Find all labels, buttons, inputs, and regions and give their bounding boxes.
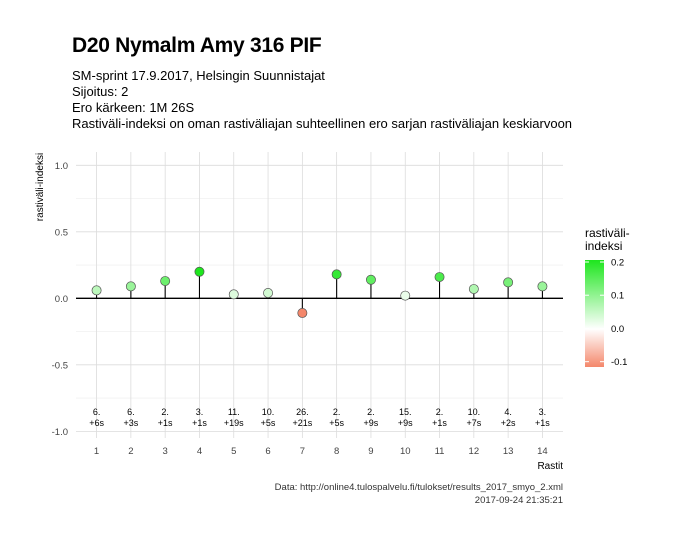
point-12 [468, 284, 479, 294]
point-8 [331, 269, 342, 280]
x-tick-label: 3 [163, 446, 168, 457]
rank-label-3: 2. [161, 407, 169, 417]
point-14 [537, 281, 548, 292]
rank-label-10: 15. [399, 407, 412, 417]
diff-label-1: +6s [89, 418, 104, 428]
subtitle-index-description: Rastiväli-indeksi on oman rastiväliajan … [72, 116, 573, 131]
x-tick-label: 7 [300, 446, 305, 457]
data-marks [91, 266, 548, 318]
diff-label-10: +9s [398, 418, 413, 428]
caption: Data: http://online4.tulospalvelu.fi/tul… [275, 481, 563, 507]
point-9 [365, 274, 376, 285]
legend-colorbar [585, 260, 604, 367]
x-tick-label: 11 [435, 446, 445, 457]
chart-subtitle: SM-sprint 17.9.2017, Helsingin Suunnista… [72, 68, 572, 132]
point-2 [125, 281, 136, 292]
diff-label-2: +3s [123, 418, 138, 428]
point-1 [91, 285, 102, 296]
diff-label-9: +9s [364, 418, 379, 428]
x-axis-title: Rastit [537, 461, 563, 472]
y-tick-label: 0.5 [55, 227, 68, 238]
subtitle-placement: Sijoitus: 2 [72, 84, 129, 99]
legend-tick-label: 0.1 [611, 291, 624, 302]
x-tick-label: 12 [469, 446, 480, 457]
diff-label-13: +2s [501, 418, 516, 428]
caption-source: Data: http://online4.tulospalvelu.fi/tul… [274, 482, 563, 493]
point-3 [160, 276, 171, 286]
point-13 [503, 277, 514, 288]
point-7 [297, 308, 308, 318]
x-tick-label: 6 [265, 446, 270, 457]
y-tick-label: -1.0 [52, 427, 68, 438]
rank-label-11: 2. [436, 407, 444, 417]
point-10 [400, 290, 411, 301]
diff-label-12: +7s [466, 418, 481, 428]
rank-label-13: 4. [504, 407, 512, 417]
rank-label-9: 2. [367, 407, 375, 417]
x-tick-label: 10 [400, 446, 411, 457]
rank-label-14: 3. [539, 407, 547, 417]
data-labels: 6.+6s6.+3s2.+1s3.+1s11.+19s10.+5s26.+21s… [89, 407, 550, 428]
x-tick-label: 9 [368, 446, 373, 457]
grid-lines [76, 152, 563, 438]
diff-label-8: +5s [329, 418, 344, 428]
x-tick-label: 13 [503, 446, 514, 457]
rank-label-7: 26. [296, 407, 309, 417]
legend: 0.2 0.1 0.0 -0.1 [585, 258, 627, 368]
x-tick-label: 2 [128, 446, 133, 457]
x-tick-label: 4 [197, 446, 202, 457]
legend-tick-label: 0.2 [611, 258, 624, 269]
diff-label-4: +1s [192, 418, 207, 428]
rank-label-5: 11. [228, 407, 240, 417]
chart-title: D20 Nymalm Amy 316 PIF [72, 34, 322, 57]
legend-tick-label: 0.0 [611, 324, 624, 335]
rank-label-2: 6. [127, 407, 135, 417]
legend-title-line1: rastiväli- [585, 226, 630, 240]
x-tick-label: 8 [334, 446, 339, 457]
x-tick-label: 1 [94, 446, 99, 457]
diff-label-14: +1s [535, 418, 550, 428]
diff-label-7: +21s [292, 418, 312, 428]
subtitle-gap-to-leader: Ero kärkeen: 1M 26S [72, 100, 195, 115]
legend-title-line2: indeksi [585, 239, 623, 253]
caption-timestamp: 2017-09-24 21:35:21 [474, 495, 563, 506]
point-6 [263, 288, 274, 298]
x-tick-label: 14 [537, 446, 548, 457]
diff-label-5: +19s [224, 418, 244, 428]
axes: 1.00.50.0-0.5-1.01 2 3 4 5 6 7 8 9 10 11 12 13 14Rast… [35, 153, 563, 472]
rank-label-12: 10. [468, 407, 481, 417]
diff-label-3: +1s [158, 418, 173, 428]
legend-tick-label: -0.1 [611, 357, 627, 368]
point-4 [194, 266, 205, 277]
y-tick-label: 1.0 [55, 161, 68, 172]
rank-label-8: 2. [333, 407, 341, 417]
legend-title: rastiväli- indeksi [585, 227, 630, 253]
point-11 [434, 272, 445, 282]
point-5 [228, 289, 239, 300]
rank-label-1: 6. [93, 407, 101, 417]
diff-label-11: +1s [432, 418, 447, 428]
rank-label-4: 3. [196, 407, 204, 417]
y-tick-label: 0.0 [55, 294, 68, 305]
rank-label-6: 10. [262, 407, 275, 417]
subtitle-event: SM-sprint 17.9.2017, Helsingin Suunnista… [72, 68, 325, 83]
x-tick-label: 5 [231, 446, 236, 457]
y-axis-title: rastiväli-indeksi [35, 153, 46, 221]
y-tick-label: -0.5 [52, 360, 68, 371]
diff-label-6: +5s [261, 418, 276, 428]
